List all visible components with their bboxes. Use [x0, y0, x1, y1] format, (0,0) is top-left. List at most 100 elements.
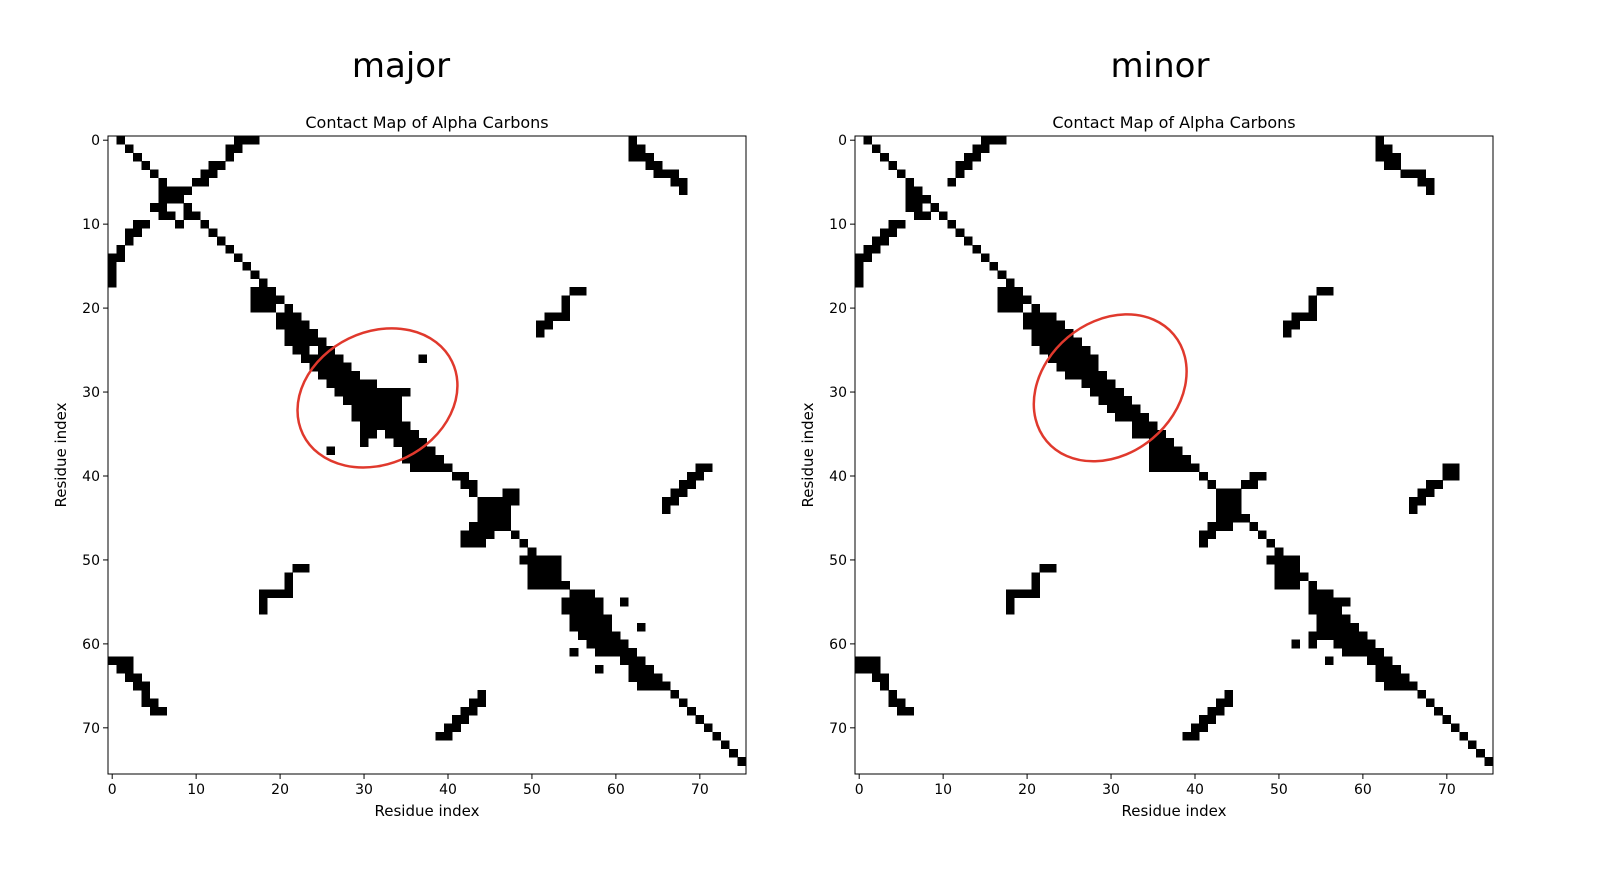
heatmap-cell: [1165, 463, 1175, 472]
heatmap-cell: [552, 312, 562, 321]
heatmap-cell: [1316, 597, 1326, 607]
heatmap-cell: [1325, 287, 1334, 296]
heatmap-cell: [1039, 329, 1049, 338]
heatmap-cell: [1056, 362, 1066, 372]
heatmap-cell: [636, 673, 646, 682]
chart-minor: Contact Map of Alpha Carbons 0 10 20 30 40 50 6…: [799, 113, 1494, 820]
heatmap-cell: [670, 488, 680, 498]
heatmap-cell: [1140, 421, 1150, 431]
heatmap-cell: [544, 555, 554, 565]
heatmap-cell: [1148, 446, 1158, 456]
heatmap-cell: [259, 606, 268, 615]
heatmap-cell: [435, 732, 444, 741]
heatmap-cell: [1148, 455, 1158, 464]
heatmap-cell: [410, 463, 419, 472]
heatmap-cell: [393, 438, 403, 447]
x-tick-label: 70: [1438, 782, 1456, 798]
heatmap-cell: [1182, 455, 1191, 464]
heatmap-cell: [1174, 463, 1183, 472]
heatmap-cell: [1190, 732, 1200, 741]
heatmap-cell: [880, 673, 889, 682]
heatmap-cell: [149, 698, 159, 708]
heatmap-cell: [124, 144, 134, 153]
heatmap-cell: [1014, 303, 1024, 313]
heatmap-cell: [443, 732, 453, 741]
heatmap-cell: [1014, 287, 1024, 296]
heatmap-cell: [1299, 312, 1309, 321]
x-tick-label: 50: [1270, 782, 1288, 798]
heatmap-cell: [359, 387, 369, 397]
heatmap-cell: [905, 186, 914, 195]
heatmap-cell: [586, 639, 596, 649]
heatmap-cell: [124, 236, 134, 246]
heatmap-cell: [477, 505, 486, 514]
heatmap-cell: [385, 404, 394, 414]
heatmap-cell: [301, 564, 310, 573]
heatmap-cell: [855, 270, 864, 279]
x-tick-label: 30: [355, 782, 373, 798]
heatmap-cell: [1341, 639, 1351, 649]
heatmap-cell: [485, 513, 495, 523]
heatmap-cell: [284, 589, 293, 598]
heatmap-cell: [1174, 455, 1183, 464]
heatmap-cell: [578, 614, 587, 624]
heatmap-cell: [292, 345, 302, 355]
x-tick-label: 20: [271, 782, 289, 798]
heatmap-cell: [1341, 614, 1351, 624]
heatmap-cell: [292, 329, 302, 338]
heatmap-cell: [158, 706, 167, 716]
heatmap-cell: [1291, 555, 1301, 565]
heatmap-cell: [1308, 312, 1317, 321]
heatmap-cell: [1090, 362, 1099, 372]
heatmap-cell: [1157, 455, 1166, 464]
heatmap-cell: [1006, 303, 1015, 313]
heatmap-cell: [301, 354, 310, 363]
heatmap-cell: [1157, 446, 1166, 456]
heatmap-cell: [578, 597, 587, 607]
heatmap-cell: [1048, 354, 1057, 363]
heatmap-cell: [880, 681, 889, 691]
heatmap-cell: [1039, 345, 1049, 355]
heatmap-cell: [729, 748, 738, 758]
x-axis-label: Residue index: [1121, 802, 1226, 820]
heatmap-cell: [1451, 723, 1460, 733]
heatmap-cell: [1367, 648, 1376, 657]
heatmap-cell: [401, 429, 411, 439]
heatmap-cell: [1417, 690, 1427, 699]
heatmap-cell: [1165, 455, 1175, 464]
heatmap-cell: [611, 631, 621, 640]
heatmap-cell: [1333, 597, 1343, 607]
chart-title: Contact Map of Alpha Carbons: [1052, 113, 1295, 132]
heatmap-cell: [133, 219, 142, 229]
heatmap-cell: [124, 228, 134, 237]
heatmap-cell: [1316, 631, 1326, 640]
heatmap-cell: [343, 362, 352, 372]
heatmap-cell: [1215, 522, 1225, 531]
heatmap-cell: [594, 606, 604, 615]
heatmap-cell: [1409, 681, 1418, 691]
x-tick-label: 20: [1018, 782, 1036, 798]
heatmap-cell: [569, 597, 579, 607]
heatmap-cell: [1157, 463, 1166, 472]
heatmap-cell: [292, 312, 302, 321]
heatmap-cell: [905, 706, 914, 716]
heatmap-cell: [544, 572, 554, 582]
heatmap-cell: [502, 496, 512, 506]
heatmap-cell: [964, 161, 973, 170]
heatmap-cell: [368, 396, 377, 405]
heatmap-cell: [452, 471, 461, 481]
heatmap-cell: [301, 337, 310, 347]
heatmap-cell: [1215, 505, 1225, 514]
heatmap-cell: [116, 664, 125, 674]
heatmap-cell: [267, 589, 277, 598]
heatmap-cell: [108, 278, 117, 288]
y-tick-label: 50: [82, 553, 100, 569]
heatmap-cell: [1031, 572, 1040, 582]
heatmap-cell: [401, 387, 411, 397]
heatmap-cell: [1350, 622, 1359, 632]
heatmap-cell: [1283, 320, 1292, 330]
heatmap-cell: [1316, 614, 1326, 624]
heatmap-cell: [855, 278, 864, 288]
heatmap-cell: [1442, 463, 1452, 472]
heatmap-cell: [410, 446, 419, 456]
